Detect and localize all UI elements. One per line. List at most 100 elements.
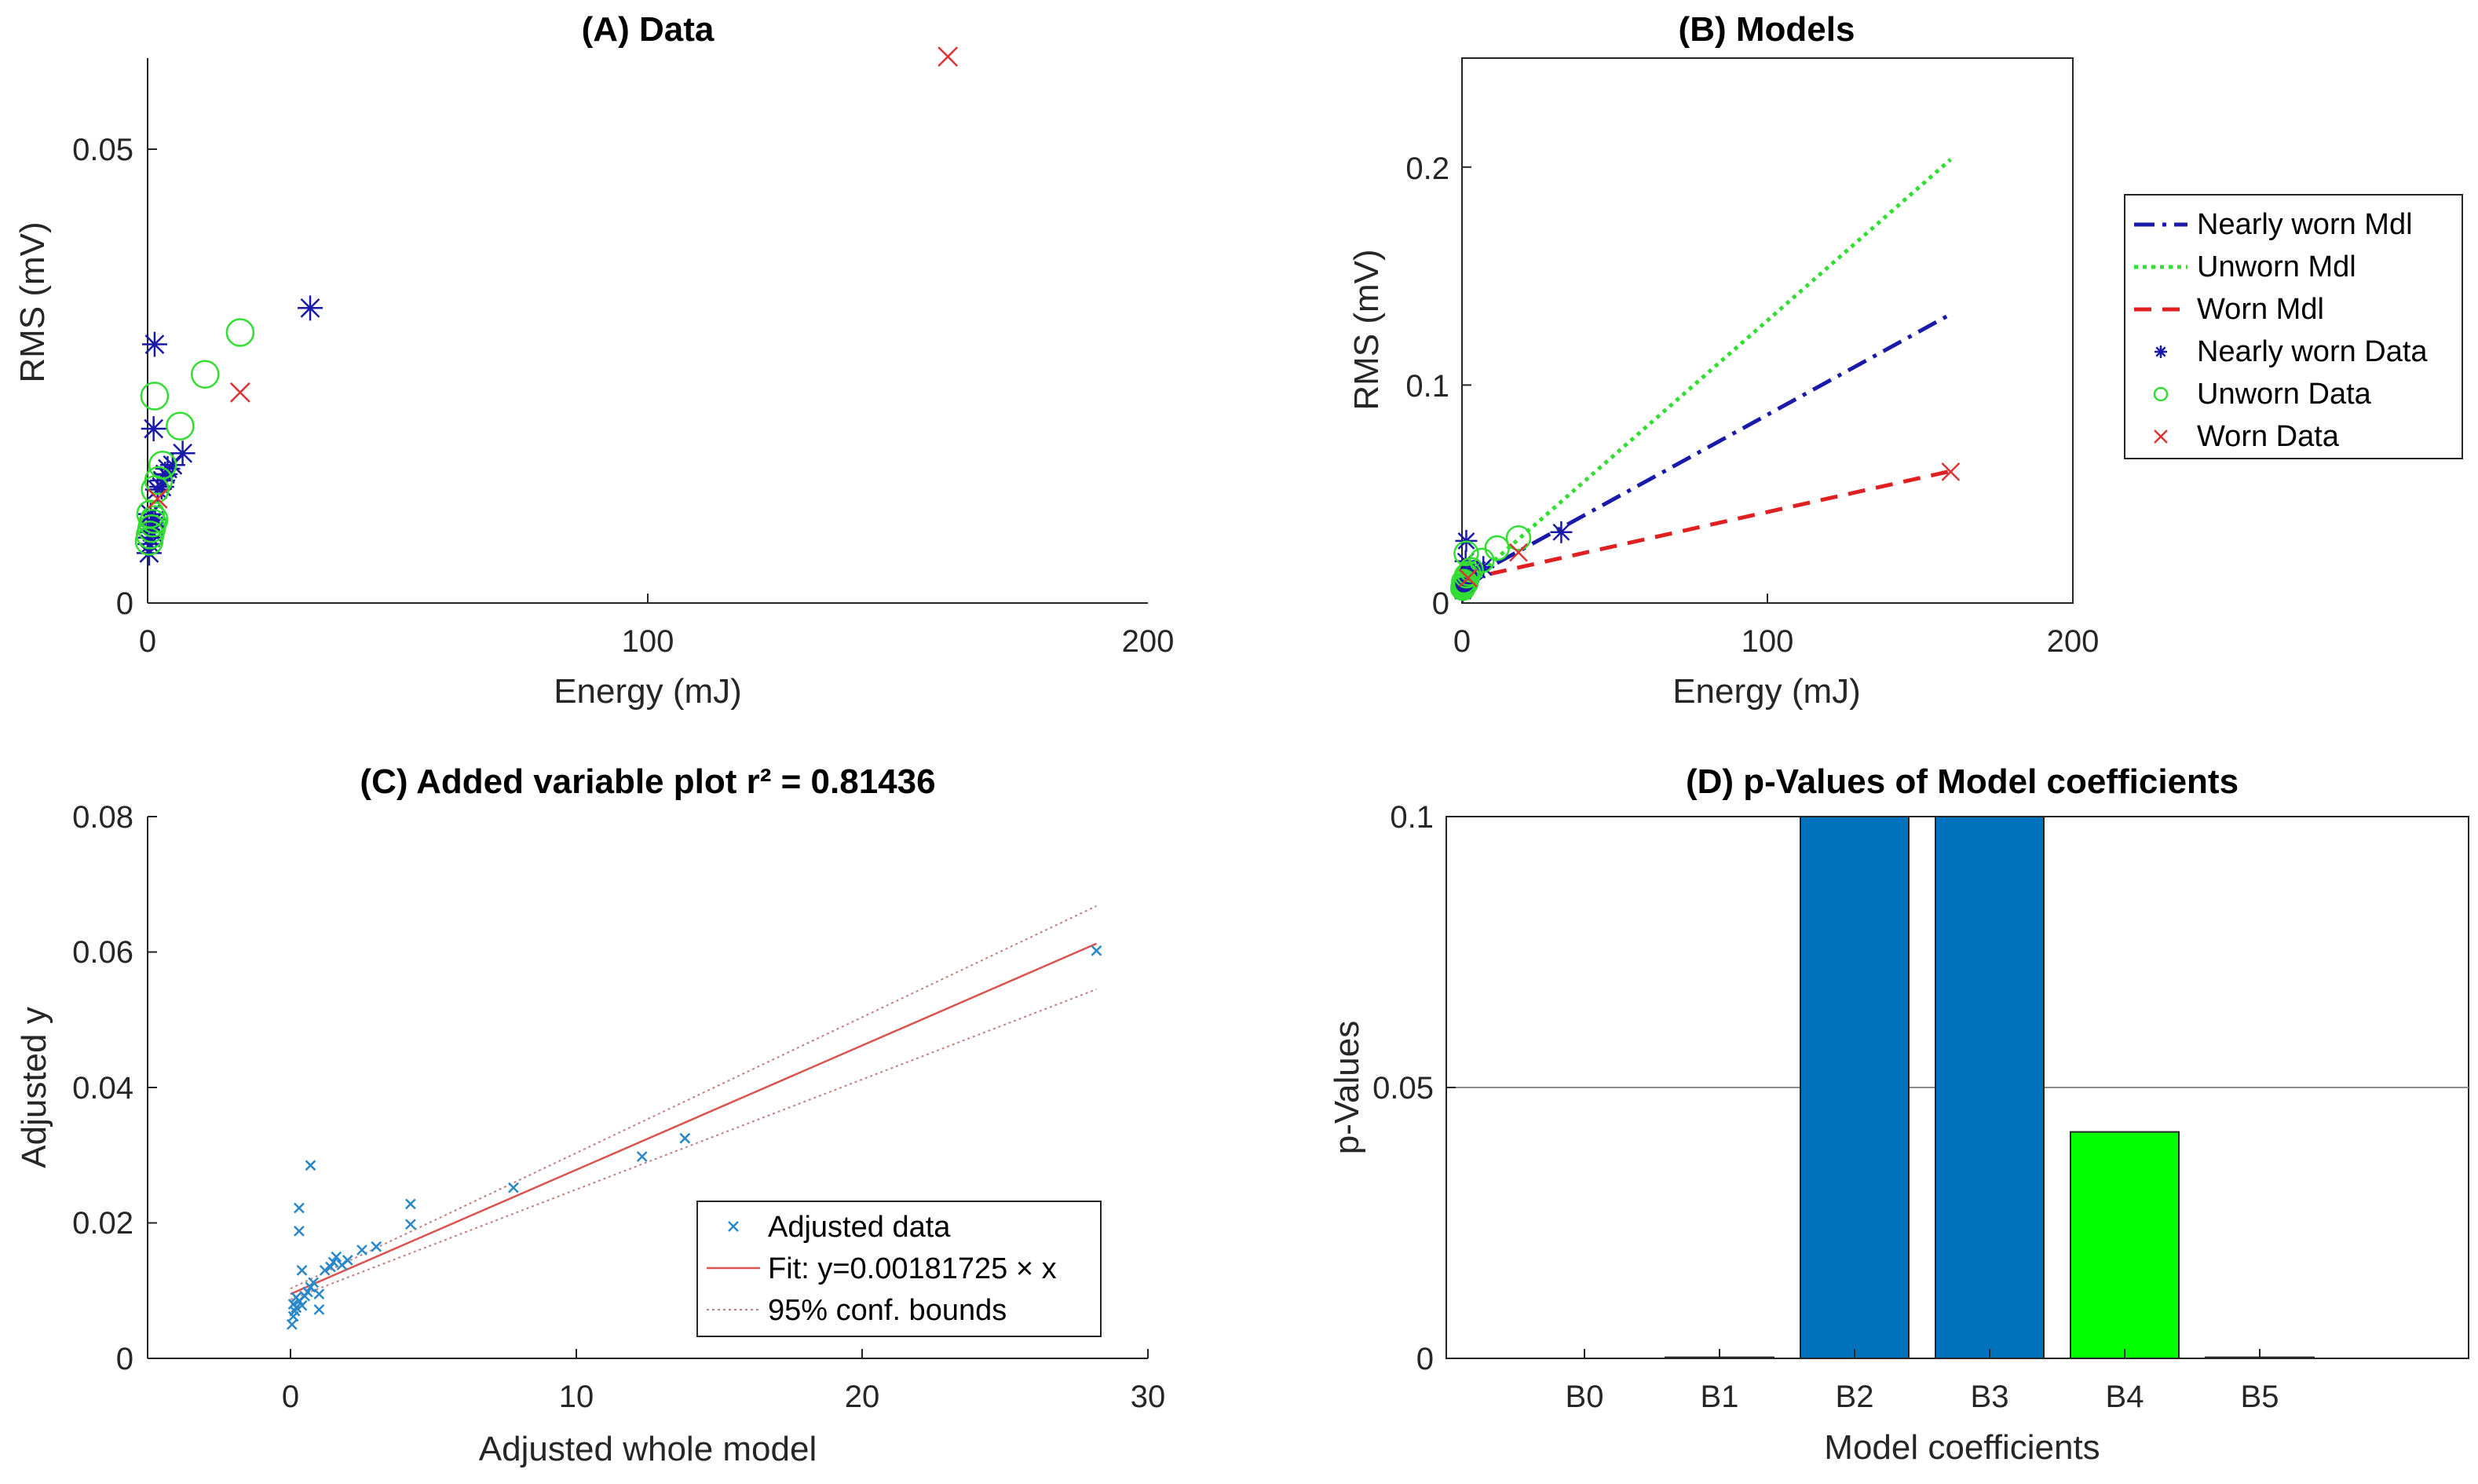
panel-d-xtick-b2: B2 [1836, 1380, 1874, 1414]
panel-a-point [141, 416, 166, 442]
panel-c-point-stroke [679, 1132, 691, 1144]
panel-c-point-stroke [286, 1318, 298, 1330]
panel-b-point-circle [1469, 547, 1495, 574]
legend-entry-unworn-mdl: Unworn Mdl [2197, 250, 2356, 283]
panel-a-point-circle [144, 466, 174, 495]
panel-c-point-stroke [1091, 945, 1102, 956]
panel-b-point-circle [1453, 540, 1479, 566]
panel-a-point [140, 505, 169, 534]
panel-a-point-stroke [144, 419, 164, 439]
panel-b-point-circle [1453, 563, 1480, 589]
panel-b-point-circle [1453, 570, 1479, 596]
panel-b-point-circle [1505, 525, 1532, 551]
panel-c-point [286, 1318, 298, 1330]
panel-c-point-stroke [356, 1245, 367, 1256]
panel-c-point [404, 1219, 416, 1230]
panel-c-xlabel: Adjusted whole model [479, 1430, 817, 1468]
panel-a-point [147, 488, 168, 509]
panel-c-point [342, 1255, 353, 1266]
panel-c-xtick-2: 20 [845, 1380, 880, 1414]
panel-c-point-stroke [508, 1182, 519, 1193]
bar-b4 [2070, 1131, 2180, 1359]
panel-a-point-circle [191, 360, 220, 389]
panel-c-xtick-0: 0 [282, 1380, 299, 1414]
panel-c-xtick-1: 10 [559, 1380, 594, 1414]
panel-d-xtick-b5: B5 [2241, 1380, 2279, 1414]
panel-c-ylabel: Adjusted y [15, 1007, 53, 1168]
panel-a-xlabel: Energy (mJ) [554, 672, 742, 711]
panel-a-point [937, 46, 959, 67]
panel-c-point [296, 1299, 308, 1311]
panel-c-point-stroke [294, 1202, 305, 1214]
panel-c-point [404, 1198, 416, 1210]
panel-d-ytick-0: 0 [1416, 1342, 1434, 1376]
panel-a-point-stroke [173, 443, 192, 463]
panel-d-xtick-b3: B3 [1971, 1380, 2009, 1414]
panel-b-point [1453, 563, 1480, 589]
panel-a-point-stroke [300, 298, 320, 318]
panel-a-xtick-2: 200 [1122, 624, 1175, 659]
legend-entry-nearly-worn-mdl: Nearly worn Mdl [2197, 208, 2413, 241]
bar-b2 [1800, 816, 1910, 1359]
panel-c-point-stroke [371, 1241, 382, 1252]
panel-a-point [136, 499, 166, 528]
panel-a-point-circle [138, 509, 167, 538]
panel-a-point-stroke [141, 504, 161, 525]
legend-swatch-marker-circle [2153, 386, 2169, 402]
panel-c-point-stroke [327, 1256, 339, 1268]
panel-a-point-stroke [163, 455, 183, 475]
panel-b-point-stroke [1509, 543, 1528, 562]
panel-c-point [327, 1256, 339, 1268]
panel-c-xtick-3: 30 [1131, 1380, 1166, 1414]
panel-a-point [141, 331, 167, 357]
panel-b-point [1505, 525, 1532, 551]
panel-b-point-stroke [1458, 568, 1478, 587]
panel-b-xtick-1: 100 [1742, 624, 1794, 659]
legend-entry-conf-bounds: 95% conf. bounds [768, 1294, 1007, 1327]
panel-b-point-circle [1456, 561, 1482, 587]
panel-b-ytick-1: 0.1 [1405, 369, 1449, 404]
legend-entry-worn-data: Worn Data [2197, 420, 2340, 453]
panel-b-point [1484, 535, 1510, 561]
panel-c-point [319, 1264, 331, 1276]
panel-c-point [313, 1288, 325, 1299]
legend-box [2124, 194, 2463, 459]
panel-b-point [1458, 568, 1478, 587]
legend-swatches [707, 1221, 760, 1310]
panel-c-point-stroke [308, 1277, 320, 1288]
panel-c-point-stroke [305, 1160, 316, 1171]
panel-b-xtick-2: 200 [2047, 624, 2100, 659]
panel-c-point-stroke [313, 1304, 325, 1315]
legend-swatch-marker [2154, 429, 2168, 444]
panel-a-point-circle [225, 318, 255, 347]
panel-a-point [148, 451, 177, 480]
panel-c-point [679, 1132, 691, 1144]
panel-d-ytick-2: 0.1 [1390, 800, 1434, 835]
panel-c-point [313, 1304, 325, 1315]
panel-a-point-circle [140, 382, 170, 411]
panel-a-point [225, 318, 255, 347]
panel-d-xlabel: Model coefficients [1824, 1428, 2100, 1467]
panel-b-ytick-2: 0.2 [1405, 152, 1449, 186]
panel-d-title: (D) p-Values of Model coefficients [1686, 762, 2239, 801]
panel-b-ylabel: RMS (mV) [1347, 249, 1386, 410]
panel-a-point-circle [166, 411, 195, 440]
panel-a-points [134, 46, 959, 566]
panel-a-point [170, 440, 196, 466]
conf-bound-upper [290, 905, 1097, 1290]
panel-c-point [294, 1225, 305, 1237]
conf-bound-lower [290, 989, 1097, 1300]
panel-a-point-stroke [937, 46, 959, 67]
panel-b-point-circle [1484, 535, 1510, 561]
panel-b-legend: Nearly worn Mdl Unworn Mdl Worn Mdl Near… [2124, 194, 2463, 459]
panel-b: (B) Models Energy (mJ) RMS (mV) 0 100 20… [1347, 10, 2463, 711]
panel-c-point-stroke [296, 1264, 308, 1276]
legend-entry-worn-mdl: Worn Mdl [2197, 293, 2324, 326]
panel-a: (A) Data Energy (mJ) RMS (mV) 0 100 200 … [13, 10, 1174, 711]
panel-b-point-stroke [1552, 523, 1570, 541]
panel-c-ytick-3: 0.06 [72, 935, 133, 970]
panel-c-point-stroke [287, 1299, 299, 1310]
panel-c-point-stroke [313, 1288, 325, 1299]
panel-a-point-stroke [144, 334, 165, 354]
panel-c-point [331, 1251, 342, 1263]
